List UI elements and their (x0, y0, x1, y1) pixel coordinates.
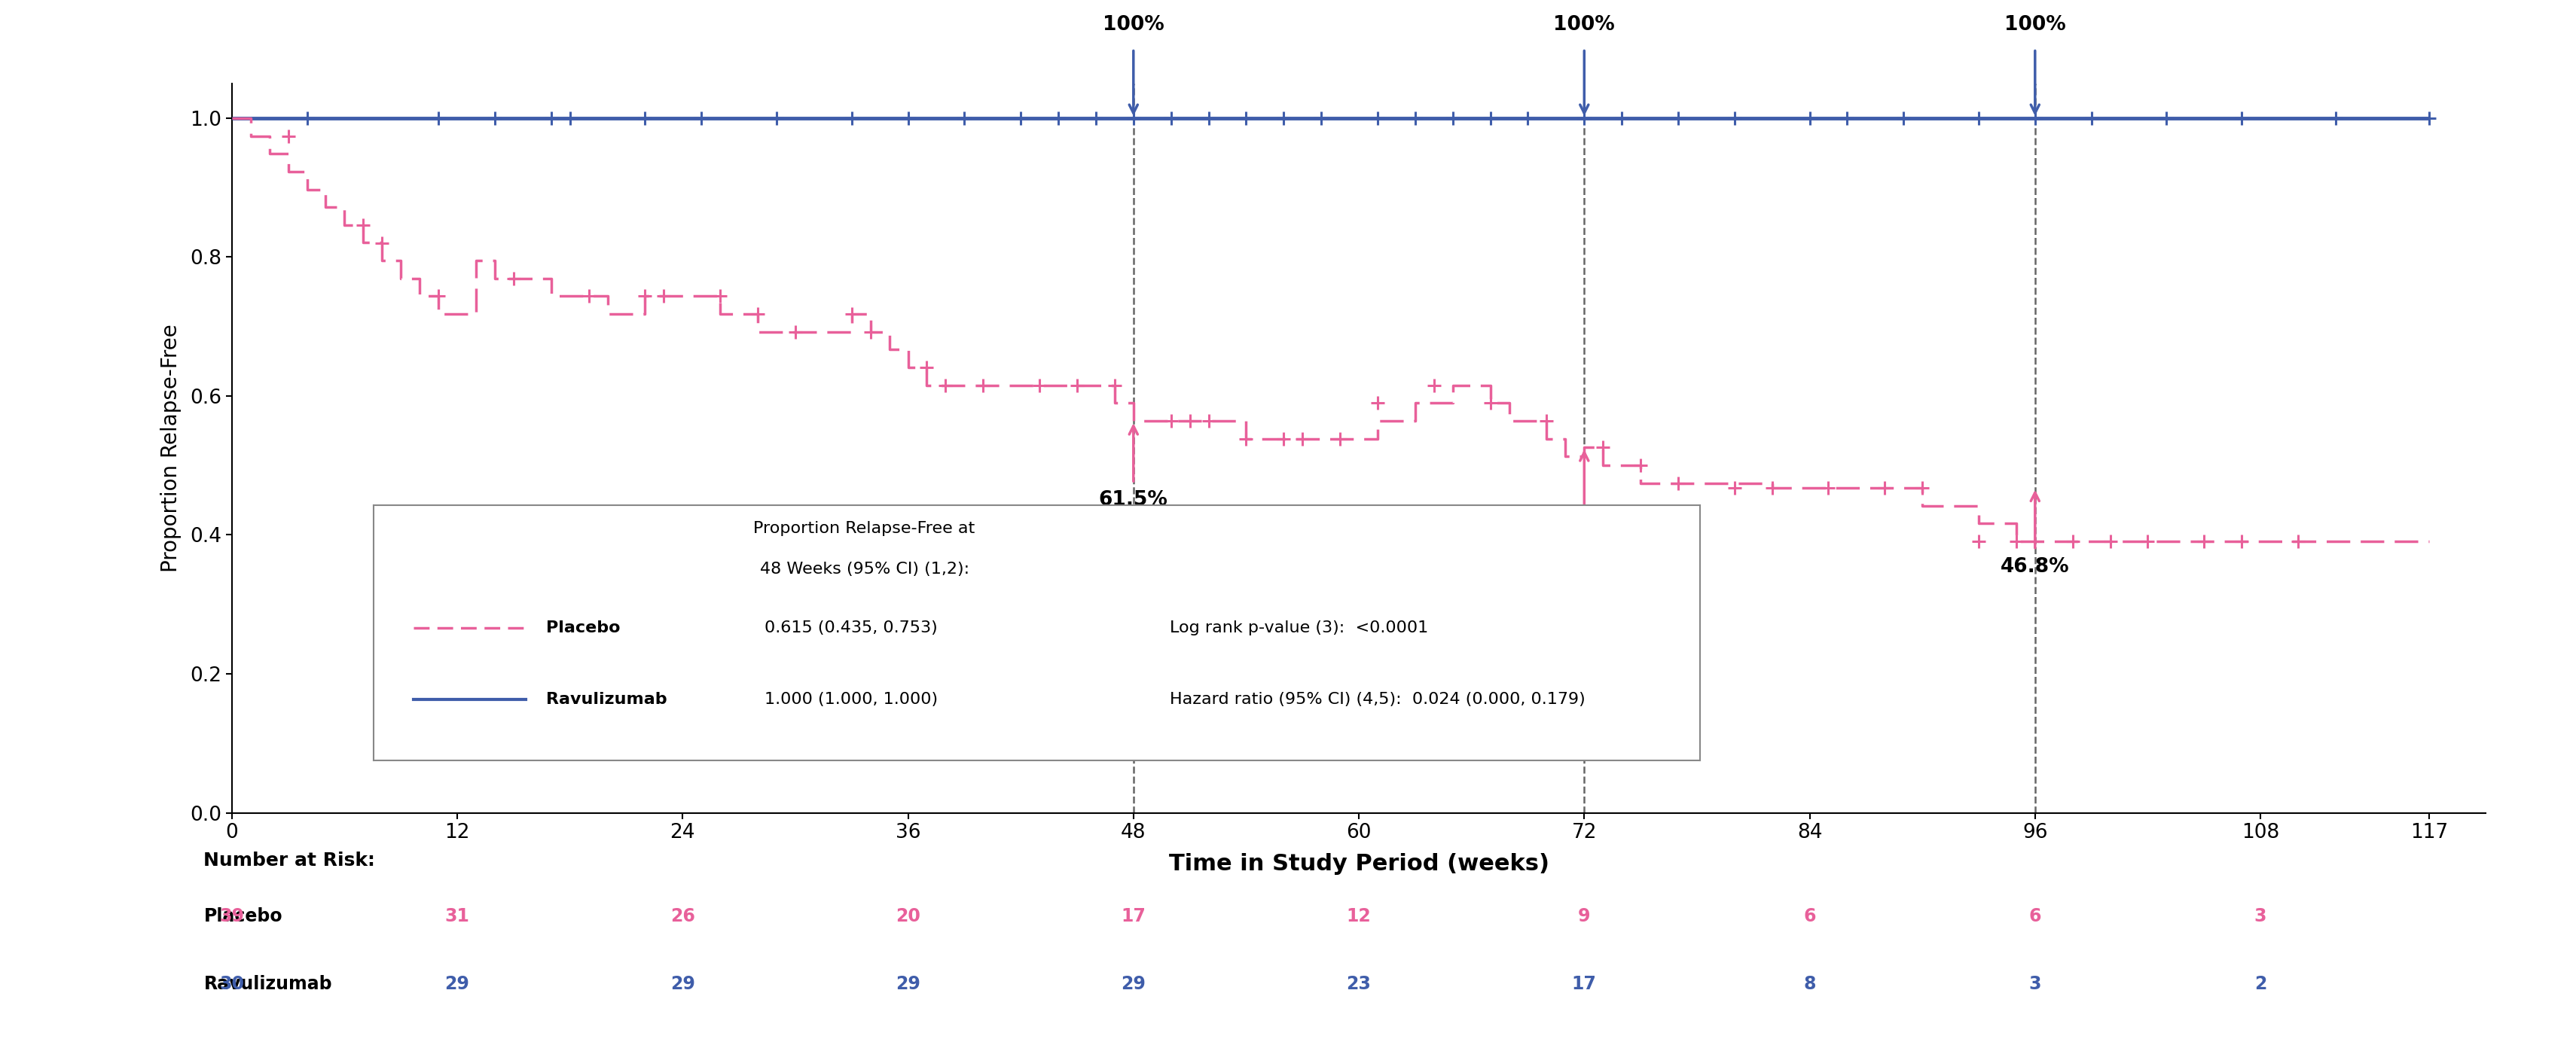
Text: 29: 29 (670, 975, 696, 993)
Text: 17: 17 (1121, 908, 1146, 925)
Text: 2: 2 (2254, 975, 2267, 993)
Text: 29: 29 (896, 975, 920, 993)
Text: 31: 31 (446, 908, 469, 925)
Text: 100%: 100% (1103, 16, 1164, 34)
Text: 6: 6 (2030, 908, 2040, 925)
Text: 26: 26 (670, 908, 696, 925)
Text: Ravulizumab: Ravulizumab (204, 975, 332, 993)
Y-axis label: Proportion Relapse-Free: Proportion Relapse-Free (160, 324, 183, 572)
Text: Proportion Relapse-Free at: Proportion Relapse-Free at (755, 521, 976, 536)
Text: 39: 39 (219, 908, 245, 925)
Text: 6: 6 (1803, 908, 1816, 925)
Text: 29: 29 (446, 975, 469, 993)
Text: 20: 20 (896, 908, 920, 925)
Text: 3: 3 (2254, 908, 2267, 925)
Text: 52.6%: 52.6% (1551, 517, 1618, 537)
Text: 8: 8 (1803, 975, 1816, 993)
Text: 48 Weeks (95% CI) (1,2):: 48 Weeks (95% CI) (1,2): (760, 562, 969, 576)
X-axis label: Time in Study Period (weeks): Time in Study Period (weeks) (1170, 852, 1548, 874)
Text: 30: 30 (219, 975, 245, 993)
Text: Number at Risk:: Number at Risk: (204, 851, 376, 870)
Text: 46.8%: 46.8% (2002, 557, 2069, 576)
Text: 3: 3 (2030, 975, 2040, 993)
Text: 23: 23 (1347, 975, 1370, 993)
Text: Hazard ratio (95% CI) (4,5):  0.024 (0.000, 0.179): Hazard ratio (95% CI) (4,5): 0.024 (0.00… (1170, 692, 1584, 706)
Text: Log rank p-value (3):  <0.0001: Log rank p-value (3): <0.0001 (1170, 620, 1427, 636)
Text: 100%: 100% (2004, 16, 2066, 34)
Text: 29: 29 (1121, 975, 1146, 993)
Text: Ravulizumab: Ravulizumab (546, 692, 667, 706)
Text: 0.615 (0.435, 0.753): 0.615 (0.435, 0.753) (765, 620, 938, 636)
Text: 100%: 100% (1553, 16, 1615, 34)
Text: 17: 17 (1571, 975, 1597, 993)
Text: 12: 12 (1347, 908, 1370, 925)
Text: 61.5%: 61.5% (1100, 491, 1167, 510)
Text: Placebo: Placebo (546, 620, 621, 636)
Text: 1.000 (1.000, 1.000): 1.000 (1.000, 1.000) (765, 692, 938, 706)
Text: 9: 9 (1579, 908, 1589, 925)
Text: Placebo: Placebo (204, 908, 283, 925)
